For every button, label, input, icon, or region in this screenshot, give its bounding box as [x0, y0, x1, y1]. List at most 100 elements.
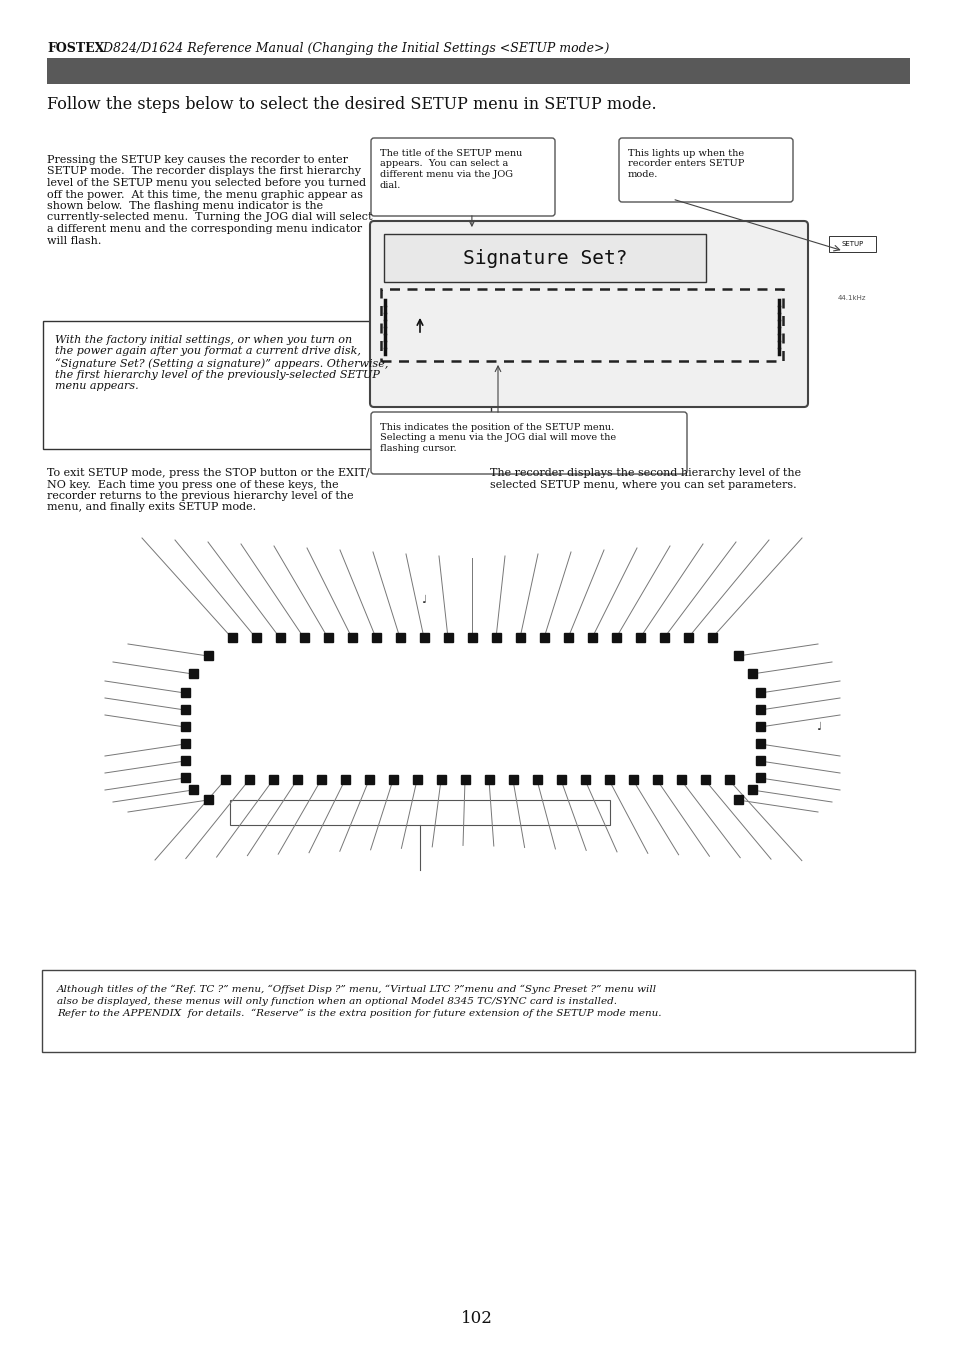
Bar	[539, 634, 548, 642]
Bar	[181, 757, 190, 765]
Bar	[252, 634, 261, 642]
Bar	[395, 634, 405, 642]
Text: shown below.  The flashing menu indicator is the: shown below. The flashing menu indicator…	[47, 201, 323, 211]
Text: “Signature Set? (Setting a signature)” appears. Otherwise,: “Signature Set? (Setting a signature)” a…	[55, 358, 388, 369]
FancyBboxPatch shape	[618, 138, 792, 203]
Text: 44.1kHz: 44.1kHz	[837, 295, 865, 301]
Bar	[245, 775, 253, 784]
Bar	[724, 775, 733, 784]
Bar	[612, 634, 620, 642]
Bar	[509, 775, 517, 784]
Bar	[557, 775, 565, 784]
Bar	[221, 775, 230, 784]
Bar	[365, 775, 374, 784]
Text: will flash.: will flash.	[47, 235, 101, 246]
Bar	[733, 651, 742, 661]
Text: SETUP mode.  The recorder displays the first hierarchy: SETUP mode. The recorder displays the fi…	[47, 166, 360, 177]
Text: Although titles of the “Ref. TC ?” menu, “Offset Disp ?” menu, “Virtual LTC ?”me: Although titles of the “Ref. TC ?” menu,…	[57, 985, 657, 994]
Bar	[299, 634, 309, 642]
Bar	[436, 775, 446, 784]
Bar	[707, 634, 717, 642]
Bar	[587, 634, 597, 642]
Bar	[204, 651, 213, 661]
Bar	[563, 634, 573, 642]
Bar	[755, 721, 764, 731]
Text: SETUP: SETUP	[841, 240, 862, 247]
Bar	[181, 688, 190, 697]
Text: selected SETUP menu, where you can set parameters.: selected SETUP menu, where you can set p…	[490, 480, 796, 489]
Text: Pressing the SETUP key causes the recorder to enter: Pressing the SETUP key causes the record…	[47, 155, 348, 165]
Text: menu appears.: menu appears.	[55, 381, 138, 390]
Text: To exit SETUP mode, press the STOP button or the EXIT/: To exit SETUP mode, press the STOP butto…	[47, 467, 369, 478]
Text: This indicates the position of the SETUP menu.: This indicates the position of the SETUP…	[379, 423, 614, 432]
Text: different menu via the JOG: different menu via the JOG	[379, 170, 513, 178]
Bar	[293, 775, 302, 784]
Bar	[181, 739, 190, 748]
Bar	[755, 688, 764, 697]
Bar	[372, 634, 380, 642]
Bar	[228, 634, 236, 642]
Bar	[324, 634, 333, 642]
Bar	[340, 775, 350, 784]
Bar	[733, 794, 742, 804]
Bar	[755, 739, 764, 748]
FancyBboxPatch shape	[828, 236, 875, 253]
Text: Follow the steps below to select the desired SETUP menu in SETUP mode.: Follow the steps below to select the des…	[47, 96, 656, 113]
Bar	[181, 721, 190, 731]
Text: 102: 102	[460, 1310, 493, 1327]
Bar	[204, 794, 213, 804]
Bar	[628, 775, 638, 784]
Bar	[413, 775, 421, 784]
Bar	[659, 634, 668, 642]
Bar	[604, 775, 614, 784]
Bar	[755, 705, 764, 713]
Text: ♩: ♩	[816, 721, 821, 732]
Bar	[677, 775, 685, 784]
Text: appears.  You can select a: appears. You can select a	[379, 159, 508, 169]
Text: The recorder displays the second hierarchy level of the: The recorder displays the second hierarc…	[490, 467, 801, 478]
Bar	[316, 775, 326, 784]
Text: currently-selected menu.  Turning the JOG dial will select: currently-selected menu. Turning the JOG…	[47, 212, 372, 223]
FancyBboxPatch shape	[371, 412, 686, 474]
Text: FOSTEX: FOSTEX	[47, 42, 104, 55]
Bar	[443, 634, 453, 642]
Bar	[492, 634, 500, 642]
Bar	[533, 775, 541, 784]
Bar	[181, 705, 190, 713]
Text: ♩: ♩	[421, 594, 426, 605]
Text: dial.: dial.	[379, 181, 401, 189]
Text: Signature Set?: Signature Set?	[462, 249, 626, 267]
Text: also be displayed, these menus will only function when an optional Model 8345 TC: also be displayed, these menus will only…	[57, 997, 617, 1006]
Text: flashing cursor.: flashing cursor.	[379, 444, 456, 453]
Bar	[580, 775, 589, 784]
Bar	[275, 634, 285, 642]
Text: the power again after you format a current drive disk,: the power again after you format a curre…	[55, 346, 360, 357]
Bar	[516, 634, 524, 642]
Bar	[269, 775, 277, 784]
Bar	[460, 775, 470, 784]
Text: level of the SETUP menu you selected before you turned: level of the SETUP menu you selected bef…	[47, 178, 366, 188]
Bar	[189, 669, 198, 678]
Text: menu, and finally exits SETUP mode.: menu, and finally exits SETUP mode.	[47, 503, 255, 512]
FancyBboxPatch shape	[42, 970, 914, 1052]
Text: mode.: mode.	[627, 170, 658, 178]
Text: The title of the SETUP menu: The title of the SETUP menu	[379, 149, 522, 158]
Text: This lights up when the: This lights up when the	[627, 149, 743, 158]
Text: Selecting a menu via the JOG dial will move the: Selecting a menu via the JOG dial will m…	[379, 434, 616, 443]
Text: NO key.  Each time you press one of these keys, the: NO key. Each time you press one of these…	[47, 480, 338, 489]
Text: a different menu and the corresponding menu indicator: a different menu and the corresponding m…	[47, 224, 362, 234]
Bar	[652, 775, 661, 784]
FancyBboxPatch shape	[43, 322, 491, 449]
Bar	[747, 669, 757, 678]
Bar	[468, 634, 476, 642]
Bar	[189, 785, 198, 794]
Text: D824/D1624 Reference Manual (Changing the Initial Settings <SETUP mode>): D824/D1624 Reference Manual (Changing th…	[99, 42, 609, 55]
Bar	[389, 775, 397, 784]
Bar	[683, 634, 692, 642]
Bar	[747, 785, 757, 794]
Text: recorder returns to the previous hierarchy level of the: recorder returns to the previous hierarc…	[47, 490, 354, 501]
FancyBboxPatch shape	[384, 234, 705, 282]
Bar	[755, 773, 764, 782]
Text: the first hierarchy level of the previously-selected SETUP: the first hierarchy level of the previou…	[55, 370, 379, 380]
Text: Refer to the APPENDIX  for details.  “Reserve” is the extra position for future : Refer to the APPENDIX for details. “Rese…	[57, 1009, 660, 1019]
